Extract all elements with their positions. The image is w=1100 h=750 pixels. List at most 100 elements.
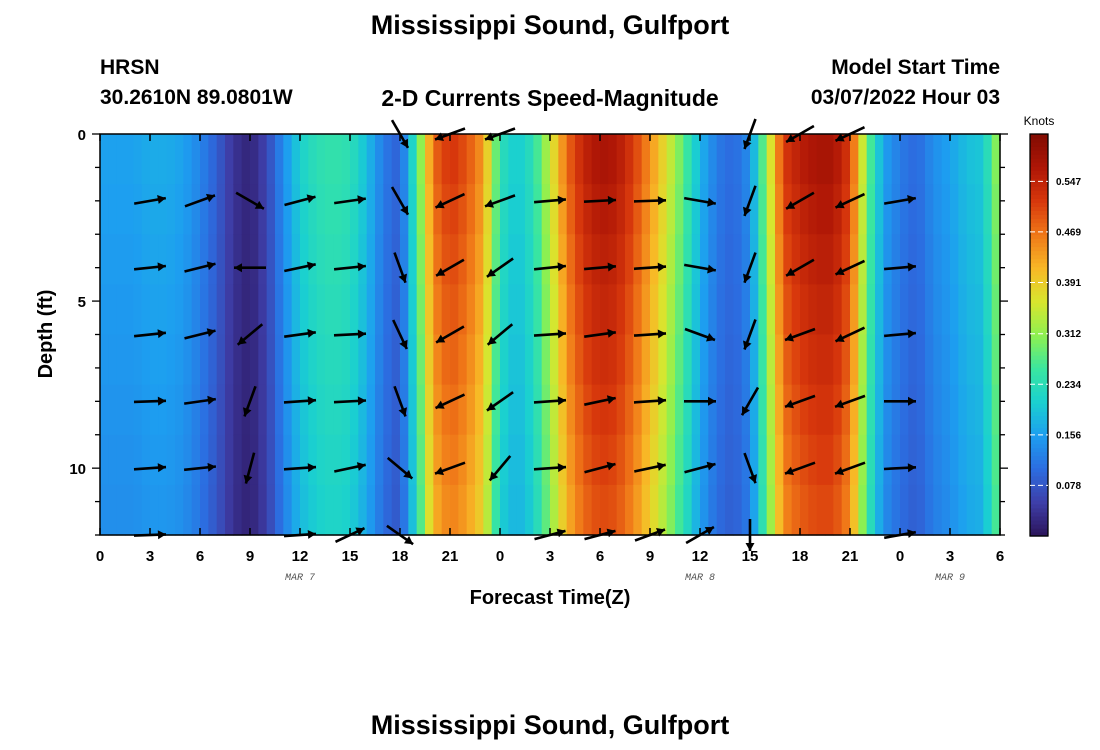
heatmap-cell [966, 484, 976, 536]
arrow-head [706, 333, 715, 342]
current-arrow [834, 394, 866, 409]
heatmap-cell [158, 384, 168, 436]
current-arrow [533, 262, 567, 272]
heatmap-cell [608, 184, 618, 235]
heatmap-cell [833, 234, 843, 285]
heatmap-cell [900, 434, 909, 486]
colorbar-step [1030, 182, 1048, 187]
heatmap-cell [816, 234, 826, 285]
colorbar-step [1030, 266, 1048, 272]
heatmap-cell [191, 334, 201, 386]
arrow-head [357, 329, 366, 339]
heatmap-cell [550, 434, 559, 486]
arrow-head [704, 527, 714, 535]
heatmap-cell [483, 334, 493, 386]
current-arrow [533, 195, 567, 205]
heatmap-cell [808, 334, 818, 386]
heatmap-cell [441, 484, 451, 536]
colorbar-step [1030, 379, 1048, 384]
heatmap-cell [558, 384, 568, 436]
heatmap-cell [216, 284, 226, 336]
current-arrow [334, 462, 366, 473]
current-arrow [533, 463, 567, 473]
current-arrow [283, 396, 317, 406]
colorbar-step [1030, 294, 1048, 300]
arrow-head [436, 334, 446, 343]
heatmap-cell [658, 234, 668, 285]
heatmap-cell [583, 334, 593, 386]
heatmap-cell [983, 434, 993, 486]
heatmap-cell [208, 184, 218, 235]
heatmap-cell [841, 134, 851, 185]
heatmap-cell [691, 384, 701, 436]
heatmap-cell [358, 434, 368, 486]
heatmap-cell [158, 184, 168, 235]
colorbar-step [1030, 166, 1048, 171]
heatmap-cell [608, 284, 618, 336]
colorbar-step [1030, 238, 1048, 244]
heatmap-cell [633, 284, 643, 336]
heatmap-cell [741, 234, 751, 285]
colorbar-step [1030, 423, 1048, 429]
heatmap-cell [283, 234, 293, 285]
heatmap-cell [416, 384, 426, 436]
heatmap-cell [600, 234, 609, 285]
arrow-head [435, 400, 445, 409]
heatmap-cell [466, 434, 476, 486]
heatmap-cell [183, 384, 193, 436]
current-arrow [283, 463, 317, 473]
heatmap-cell [333, 284, 343, 336]
colorbar-step [1030, 339, 1048, 344]
arrow-head [557, 329, 566, 339]
heatmap-cell [883, 134, 893, 185]
heatmap-cell [666, 134, 676, 185]
heatmap-cell [900, 334, 909, 386]
heatmap-cell [741, 334, 751, 386]
current-arrow [486, 323, 514, 346]
heatmap-cell [475, 184, 484, 235]
heatmap-cell [166, 334, 176, 386]
heatmap-cell [416, 184, 426, 235]
heatmap-cell [125, 434, 134, 486]
heatmap-cell [766, 384, 776, 436]
heatmap-cell [425, 234, 434, 285]
heatmap-cell [325, 134, 334, 185]
heatmap-cell [700, 284, 709, 336]
colorbar-step [1030, 302, 1048, 308]
heatmap-cell [700, 434, 709, 486]
arrow-head [436, 267, 446, 276]
current-arrow [634, 462, 666, 473]
heatmap-cell [600, 434, 609, 486]
heatmap-cell [491, 384, 501, 436]
heatmap-cell [958, 134, 968, 185]
heatmap-cell [400, 334, 409, 386]
heatmap-cell [191, 234, 201, 285]
current-arrow [584, 328, 616, 338]
heatmap-cell [925, 284, 934, 336]
heatmap-cell [808, 134, 818, 185]
y-tick-label: 5 [78, 294, 86, 311]
heatmap-cell [100, 134, 109, 185]
arrow-head [486, 402, 496, 411]
heatmap-cell [366, 384, 376, 436]
heatmap-cell [758, 484, 768, 536]
heatmap-cell [941, 134, 951, 185]
heatmap-cell [225, 434, 234, 486]
heatmap-cell [150, 334, 159, 386]
heatmap-cell [275, 334, 284, 386]
heatmap-cell [616, 134, 626, 185]
heatmap-cell [258, 134, 268, 185]
heatmap-cell [391, 284, 401, 336]
heatmap-cell [508, 384, 518, 436]
colorbar-step [1030, 282, 1048, 288]
current-arrow [434, 461, 466, 476]
arrow-head [745, 543, 755, 551]
y-axis: 0 5 10 [69, 127, 1008, 536]
arrow-head [243, 407, 252, 417]
current-arrow [434, 192, 466, 209]
heatmap-cell [475, 384, 484, 436]
current-arrow [183, 462, 217, 472]
heatmap-cell [833, 434, 843, 486]
heatmap-cell [158, 284, 168, 336]
colorbar-step [1030, 443, 1048, 449]
